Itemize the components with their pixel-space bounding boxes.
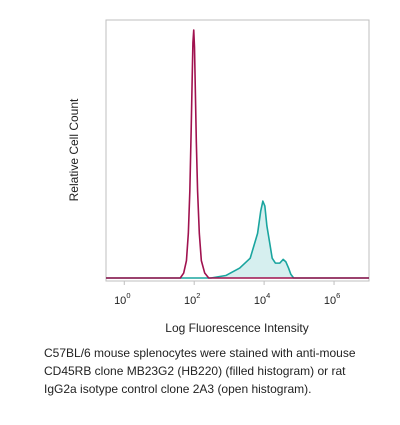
filled-histogram-line [106,200,369,279]
filled-histogram-area [106,201,369,278]
caption-line: C57BL/6 mouse splenocytes were stained w… [44,346,356,360]
open-histogram-line [106,29,369,279]
x-axis-ticks: 100 102 104 106 [114,281,340,307]
x-axis-title: Log Fluorescence Intensity [165,321,308,335]
caption-line: IgG2a isotype control clone 2A3 (open hi… [44,382,312,396]
plot-frame [105,19,370,282]
figure-caption: C57BL/6 mouse splenocytes were stained w… [44,344,390,398]
x-tick-label: 102 [184,291,200,307]
y-axis-title: Relative Cell Count [67,98,81,201]
x-tick-label: 100 [114,291,130,307]
histogram-chart: 100 102 104 106 Log Fluorescence Intensity … [67,19,370,335]
caption-line: CD45RB clone MB23G2 (HB220) (filled hist… [44,364,346,378]
x-tick-label: 104 [254,291,270,307]
series-layer [106,29,369,279]
x-tick-label: 106 [324,291,340,307]
plot-area [105,19,370,282]
